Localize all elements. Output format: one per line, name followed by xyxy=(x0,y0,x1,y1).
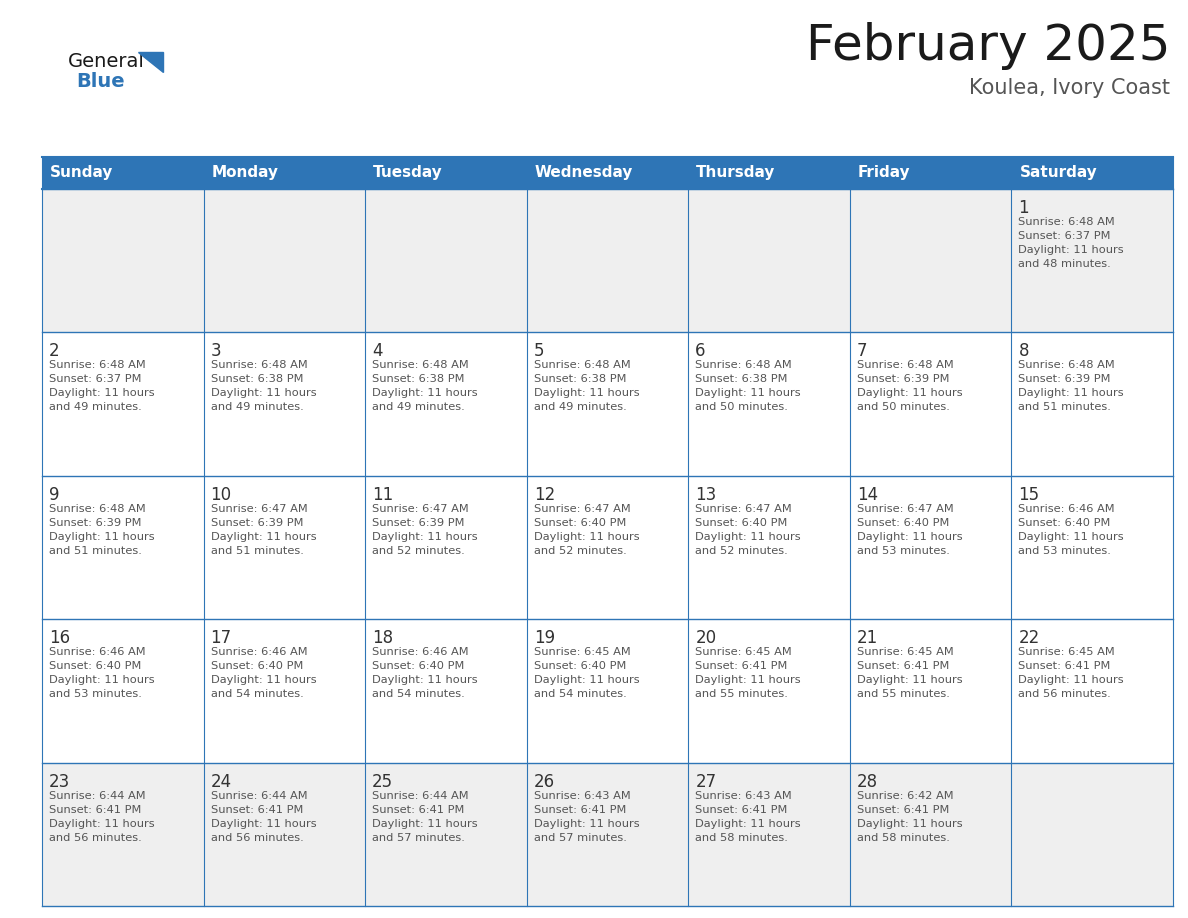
Text: Sunday: Sunday xyxy=(50,165,113,181)
Text: 16: 16 xyxy=(49,629,70,647)
Text: Sunrise: 6:47 AM
Sunset: 6:40 PM
Daylight: 11 hours
and 53 minutes.: Sunrise: 6:47 AM Sunset: 6:40 PM Dayligh… xyxy=(857,504,962,555)
Text: Koulea, Ivory Coast: Koulea, Ivory Coast xyxy=(969,78,1170,98)
Text: Sunrise: 6:48 AM
Sunset: 6:38 PM
Daylight: 11 hours
and 49 minutes.: Sunrise: 6:48 AM Sunset: 6:38 PM Dayligh… xyxy=(372,361,478,412)
Text: Sunrise: 6:45 AM
Sunset: 6:41 PM
Daylight: 11 hours
and 55 minutes.: Sunrise: 6:45 AM Sunset: 6:41 PM Dayligh… xyxy=(857,647,962,700)
Text: Sunrise: 6:45 AM
Sunset: 6:41 PM
Daylight: 11 hours
and 56 minutes.: Sunrise: 6:45 AM Sunset: 6:41 PM Dayligh… xyxy=(1018,647,1124,700)
Text: Saturday: Saturday xyxy=(1019,165,1098,181)
Text: Sunrise: 6:48 AM
Sunset: 6:38 PM
Daylight: 11 hours
and 50 minutes.: Sunrise: 6:48 AM Sunset: 6:38 PM Dayligh… xyxy=(695,361,801,412)
Text: 5: 5 xyxy=(533,342,544,361)
Text: Sunrise: 6:44 AM
Sunset: 6:41 PM
Daylight: 11 hours
and 56 minutes.: Sunrise: 6:44 AM Sunset: 6:41 PM Dayligh… xyxy=(49,790,154,843)
Text: Sunrise: 6:46 AM
Sunset: 6:40 PM
Daylight: 11 hours
and 53 minutes.: Sunrise: 6:46 AM Sunset: 6:40 PM Dayligh… xyxy=(49,647,154,700)
Text: Sunrise: 6:47 AM
Sunset: 6:40 PM
Daylight: 11 hours
and 52 minutes.: Sunrise: 6:47 AM Sunset: 6:40 PM Dayligh… xyxy=(695,504,801,555)
Text: 7: 7 xyxy=(857,342,867,361)
Text: 26: 26 xyxy=(533,773,555,790)
Text: Sunrise: 6:48 AM
Sunset: 6:37 PM
Daylight: 11 hours
and 48 minutes.: Sunrise: 6:48 AM Sunset: 6:37 PM Dayligh… xyxy=(1018,217,1124,269)
Text: Sunrise: 6:43 AM
Sunset: 6:41 PM
Daylight: 11 hours
and 57 minutes.: Sunrise: 6:43 AM Sunset: 6:41 PM Dayligh… xyxy=(533,790,639,843)
Text: 9: 9 xyxy=(49,486,59,504)
Text: 11: 11 xyxy=(372,486,393,504)
Text: 4: 4 xyxy=(372,342,383,361)
Text: Sunrise: 6:44 AM
Sunset: 6:41 PM
Daylight: 11 hours
and 56 minutes.: Sunrise: 6:44 AM Sunset: 6:41 PM Dayligh… xyxy=(210,790,316,843)
Text: Sunrise: 6:46 AM
Sunset: 6:40 PM
Daylight: 11 hours
and 54 minutes.: Sunrise: 6:46 AM Sunset: 6:40 PM Dayligh… xyxy=(372,647,478,700)
Text: Sunrise: 6:43 AM
Sunset: 6:41 PM
Daylight: 11 hours
and 58 minutes.: Sunrise: 6:43 AM Sunset: 6:41 PM Dayligh… xyxy=(695,790,801,843)
Bar xyxy=(42,157,1173,189)
Text: Sunrise: 6:42 AM
Sunset: 6:41 PM
Daylight: 11 hours
and 58 minutes.: Sunrise: 6:42 AM Sunset: 6:41 PM Dayligh… xyxy=(857,790,962,843)
Text: Sunrise: 6:47 AM
Sunset: 6:39 PM
Daylight: 11 hours
and 51 minutes.: Sunrise: 6:47 AM Sunset: 6:39 PM Dayligh… xyxy=(210,504,316,555)
Text: 25: 25 xyxy=(372,773,393,790)
Text: Sunrise: 6:44 AM
Sunset: 6:41 PM
Daylight: 11 hours
and 57 minutes.: Sunrise: 6:44 AM Sunset: 6:41 PM Dayligh… xyxy=(372,790,478,843)
Text: 12: 12 xyxy=(533,486,555,504)
Text: Tuesday: Tuesday xyxy=(373,165,443,181)
Text: Monday: Monday xyxy=(211,165,278,181)
Text: Sunrise: 6:47 AM
Sunset: 6:39 PM
Daylight: 11 hours
and 52 minutes.: Sunrise: 6:47 AM Sunset: 6:39 PM Dayligh… xyxy=(372,504,478,555)
Text: Sunrise: 6:48 AM
Sunset: 6:37 PM
Daylight: 11 hours
and 49 minutes.: Sunrise: 6:48 AM Sunset: 6:37 PM Dayligh… xyxy=(49,361,154,412)
Text: 21: 21 xyxy=(857,629,878,647)
Text: 13: 13 xyxy=(695,486,716,504)
Text: 8: 8 xyxy=(1018,342,1029,361)
Text: February 2025: February 2025 xyxy=(805,22,1170,70)
Text: Sunrise: 6:48 AM
Sunset: 6:39 PM
Daylight: 11 hours
and 50 minutes.: Sunrise: 6:48 AM Sunset: 6:39 PM Dayligh… xyxy=(857,361,962,412)
Text: 6: 6 xyxy=(695,342,706,361)
Bar xyxy=(42,620,1173,763)
Text: 17: 17 xyxy=(210,629,232,647)
Text: Sunrise: 6:46 AM
Sunset: 6:40 PM
Daylight: 11 hours
and 54 minutes.: Sunrise: 6:46 AM Sunset: 6:40 PM Dayligh… xyxy=(210,647,316,700)
Text: Sunrise: 6:46 AM
Sunset: 6:40 PM
Daylight: 11 hours
and 53 minutes.: Sunrise: 6:46 AM Sunset: 6:40 PM Dayligh… xyxy=(1018,504,1124,555)
Text: 3: 3 xyxy=(210,342,221,361)
Text: 18: 18 xyxy=(372,629,393,647)
Text: 14: 14 xyxy=(857,486,878,504)
Text: Sunrise: 6:45 AM
Sunset: 6:41 PM
Daylight: 11 hours
and 55 minutes.: Sunrise: 6:45 AM Sunset: 6:41 PM Dayligh… xyxy=(695,647,801,700)
Text: Sunrise: 6:48 AM
Sunset: 6:38 PM
Daylight: 11 hours
and 49 minutes.: Sunrise: 6:48 AM Sunset: 6:38 PM Dayligh… xyxy=(533,361,639,412)
Text: Sunrise: 6:47 AM
Sunset: 6:40 PM
Daylight: 11 hours
and 52 minutes.: Sunrise: 6:47 AM Sunset: 6:40 PM Dayligh… xyxy=(533,504,639,555)
Bar xyxy=(42,763,1173,906)
Text: 27: 27 xyxy=(695,773,716,790)
Text: Sunrise: 6:48 AM
Sunset: 6:38 PM
Daylight: 11 hours
and 49 minutes.: Sunrise: 6:48 AM Sunset: 6:38 PM Dayligh… xyxy=(210,361,316,412)
Text: 23: 23 xyxy=(49,773,70,790)
Text: 24: 24 xyxy=(210,773,232,790)
Text: Wednesday: Wednesday xyxy=(535,165,633,181)
Polygon shape xyxy=(138,52,163,72)
Text: 19: 19 xyxy=(533,629,555,647)
Text: General: General xyxy=(68,52,145,71)
Text: Blue: Blue xyxy=(76,72,125,91)
Text: Sunrise: 6:48 AM
Sunset: 6:39 PM
Daylight: 11 hours
and 51 minutes.: Sunrise: 6:48 AM Sunset: 6:39 PM Dayligh… xyxy=(49,504,154,555)
Text: 20: 20 xyxy=(695,629,716,647)
Bar xyxy=(42,332,1173,476)
Text: Sunrise: 6:48 AM
Sunset: 6:39 PM
Daylight: 11 hours
and 51 minutes.: Sunrise: 6:48 AM Sunset: 6:39 PM Dayligh… xyxy=(1018,361,1124,412)
Text: Sunrise: 6:45 AM
Sunset: 6:40 PM
Daylight: 11 hours
and 54 minutes.: Sunrise: 6:45 AM Sunset: 6:40 PM Dayligh… xyxy=(533,647,639,700)
Text: Friday: Friday xyxy=(858,165,910,181)
Text: 1: 1 xyxy=(1018,199,1029,217)
Text: 10: 10 xyxy=(210,486,232,504)
Text: Thursday: Thursday xyxy=(696,165,776,181)
Text: 22: 22 xyxy=(1018,629,1040,647)
Text: 2: 2 xyxy=(49,342,59,361)
Bar xyxy=(42,189,1173,332)
Bar xyxy=(42,476,1173,620)
Text: 28: 28 xyxy=(857,773,878,790)
Text: 15: 15 xyxy=(1018,486,1040,504)
